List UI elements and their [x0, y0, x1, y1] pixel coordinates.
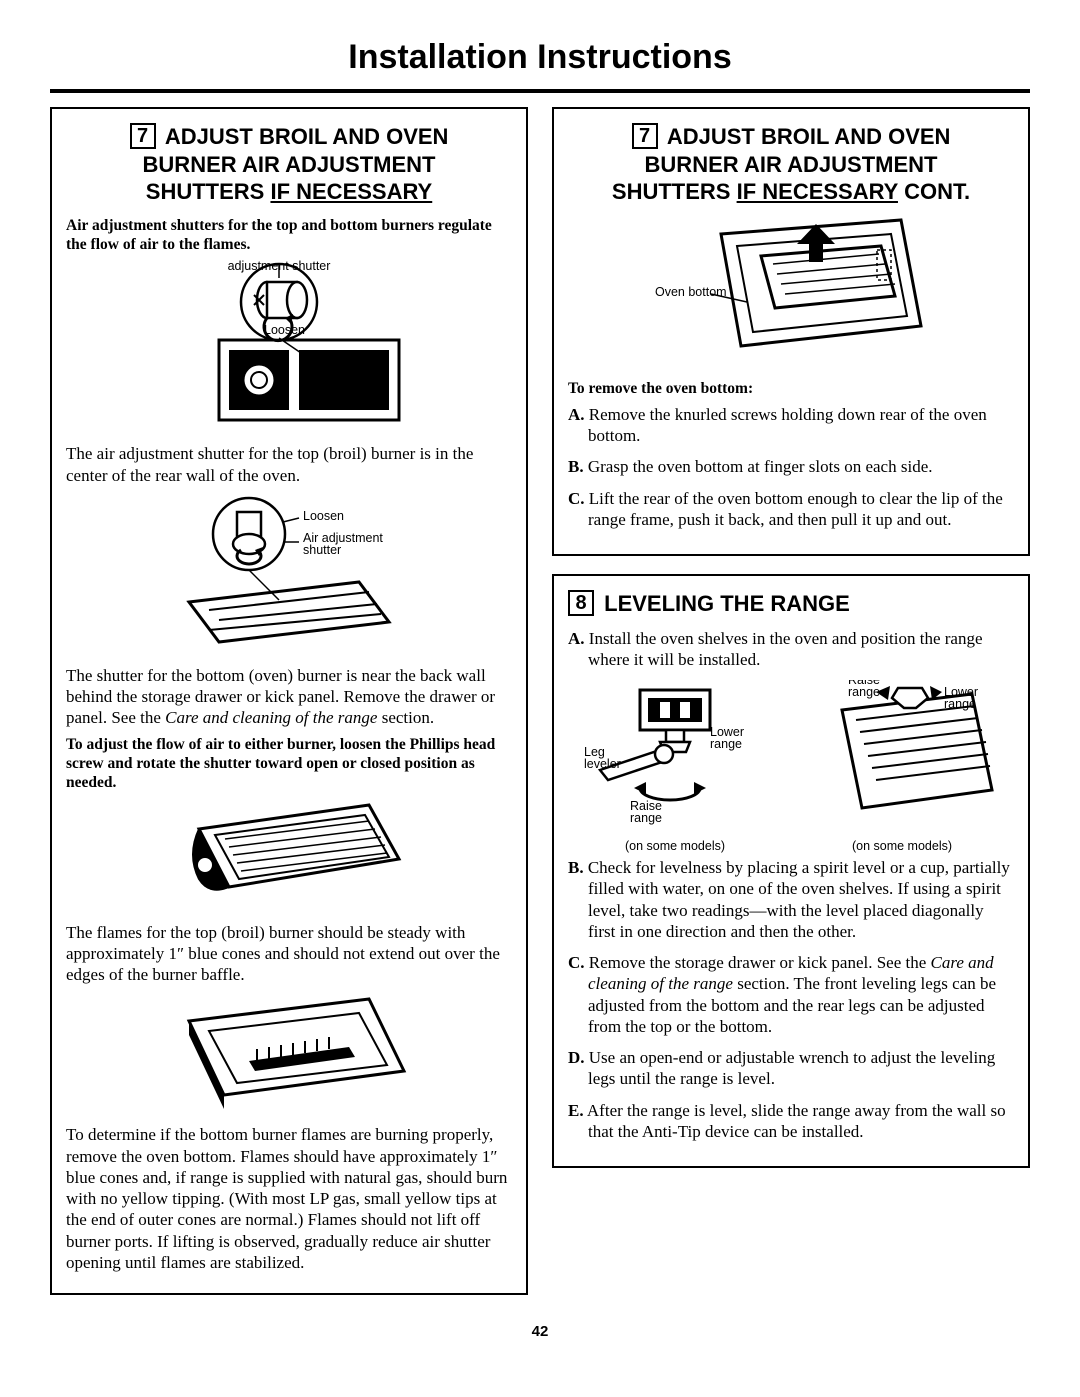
sec7c-h-line3c: CONT.: [898, 179, 970, 204]
sec7-h-line1: ADJUST BROIL AND OVEN: [165, 124, 449, 149]
section-8-box: 8 LEVELING THE RANGE A. Install the oven…: [552, 574, 1030, 1168]
sec7-p3: To adjust the flow of air to either burn…: [66, 735, 512, 793]
sec8-list-top: A. Install the oven shelves in the oven …: [568, 628, 1014, 671]
sec8-item-d: D. Use an open-end or adjustable wrench …: [568, 1047, 1014, 1090]
figL-leveler: leveler: [584, 757, 621, 771]
sec7c-h-line2: BURNER AIR ADJUSTMENT: [645, 152, 938, 177]
fig2-label-shutter: shutter: [303, 543, 341, 557]
sec7-figure-4: [66, 991, 512, 1116]
figL-note: (on some models): [580, 839, 770, 853]
svg-text:Air adjustment s: Air adjustment shutter: [228, 260, 331, 273]
sec8-fig-left: Leg leveler Raise range Lower range: [580, 680, 770, 853]
section-7-box: 7 ADJUST BROIL AND OVEN BURNER AIR ADJUS…: [50, 107, 528, 1295]
leg-leveler-rear-illustration: Raise range Lower range: [802, 680, 1002, 830]
sec8-item-b: B. Check for levelness by placing a spir…: [568, 857, 1014, 942]
sec8-c-a: Remove the storage drawer or kick panel.…: [589, 953, 931, 972]
sec7-p2b: Care and cleaning of the range: [165, 708, 377, 727]
sec7c-h-line3a: SHUTTERS: [612, 179, 737, 204]
sec7-figure-2: Loosen Air adjustment shutter: [66, 492, 512, 657]
oven-bottom-removal-illustration: Oven bottom: [651, 216, 931, 366]
sec7-p2c: section.: [377, 708, 434, 727]
sec8-e-text: After the range is level, slide the rang…: [587, 1101, 1006, 1141]
sec7-p2: The shutter for the bottom (oven) burner…: [66, 665, 512, 729]
sec7c-h-line3b: IF NECESSARY: [737, 179, 898, 204]
step-number-7b: 7: [632, 123, 658, 149]
sec7cont-fig-label: Oven bottom: [655, 285, 727, 299]
page-number: 42: [50, 1323, 1030, 1340]
section-7-heading: 7 ADJUST BROIL AND OVEN BURNER AIR ADJUS…: [66, 123, 512, 206]
fig1-label-loosen: Loosen: [264, 323, 305, 337]
leg-leveler-front-illustration: Leg leveler Raise range Lower range: [580, 680, 770, 830]
page: Installation Instructions 7 ADJUST BROIL…: [0, 0, 1080, 1360]
sec8-d-text: Use an open-end or adjustable wrench to …: [588, 1048, 995, 1088]
sec8-h: LEVELING THE RANGE: [604, 591, 850, 616]
oven-bottom-flame-illustration: [169, 991, 409, 1111]
svg-text:Lower range: Lower range: [710, 725, 748, 751]
sec7-h-line3b: IF NECESSARY: [270, 179, 432, 204]
sec8-item-e: E. After the range is level, slide the r…: [568, 1100, 1014, 1143]
sec7-figure-3: [66, 799, 512, 914]
right-column: 7 ADJUST BROIL AND OVEN BURNER AIR ADJUS…: [552, 107, 1030, 1313]
sec7-p4: The flames for the top (broil) burner sh…: [66, 922, 512, 986]
sec8-dual-figures: Leg leveler Raise range Lower range: [568, 680, 1014, 853]
figR-note: (on some models): [802, 839, 1002, 853]
sec8-list-bottom: B. Check for levelness by placing a spir…: [568, 857, 1014, 1142]
two-column-layout: 7 ADJUST BROIL AND OVEN BURNER AIR ADJUS…: [50, 107, 1030, 1313]
fig1-label-shutter: adjustment shutter: [228, 260, 331, 273]
broil-flame-illustration: [169, 799, 409, 909]
sec7cont-b-text: Grasp the oven bottom at finger slots on…: [588, 457, 933, 476]
sec8-fig-right: Raise range Lower range (on some models): [802, 680, 1002, 853]
step-number-8: 8: [568, 590, 594, 616]
section-7-cont-box: 7 ADJUST BROIL AND OVEN BURNER AIR ADJUS…: [552, 107, 1030, 556]
sec7cont-figure: Oven bottom: [568, 216, 1014, 371]
sec7-p5: To determine if the bottom burner flames…: [66, 1124, 512, 1273]
sec8-item-a: A. Install the oven shelves in the oven …: [568, 628, 1014, 671]
sec7cont-list: A. Remove the knurled screws holding dow…: [568, 404, 1014, 530]
section-7cont-heading: 7 ADJUST BROIL AND OVEN BURNER AIR ADJUS…: [568, 123, 1014, 206]
sec7-p1: The air adjustment shutter for the top (…: [66, 443, 512, 486]
sec7c-h-line1: ADJUST BROIL AND OVEN: [667, 124, 951, 149]
sec7cont-item-c: C. Lift the rear of the oven bottom enou…: [568, 488, 1014, 531]
sec8-a-text: Install the oven shelves in the oven and…: [588, 629, 983, 669]
sec7cont-c-text: Lift the rear of the oven bottom enough …: [588, 489, 1003, 529]
svg-text:Air adjustment s: Air adjustment shutter: [303, 531, 386, 557]
figL-lower2: range: [710, 737, 742, 751]
fig2-label-loosen: Loosen: [303, 509, 344, 523]
sec7-h-line3a: SHUTTERS: [146, 179, 271, 204]
figR-range: range: [848, 685, 880, 699]
figL-range: range: [630, 811, 662, 825]
sec7cont-sub: To remove the oven bottom:: [568, 379, 1014, 398]
section-8-heading: 8 LEVELING THE RANGE: [568, 590, 1014, 618]
svg-text:Raise range: Raise range: [630, 799, 665, 825]
sec7cont-a-text: Remove the knurled screws holding down r…: [588, 405, 987, 445]
sec7-intro: Air adjustment shutters for the top and …: [66, 216, 512, 255]
sec7-figure-1: Air adjustment shutter Loosen: [66, 260, 512, 435]
sec8-item-c: C. Remove the storage drawer or kick pan…: [568, 952, 1014, 1037]
sec7cont-item-a: A. Remove the knurled screws holding dow…: [568, 404, 1014, 447]
sec7-h-line2: BURNER AIR ADJUSTMENT: [143, 152, 436, 177]
svg-text:Leg leveler: Leg leveler: [584, 745, 621, 771]
left-column: 7 ADJUST BROIL AND OVEN BURNER AIR ADJUS…: [50, 107, 528, 1313]
step-number-7: 7: [130, 123, 156, 149]
air-shutter-top-illustration: Air adjustment shutter Loosen: [159, 260, 419, 430]
sec7cont-item-b: B. Grasp the oven bottom at finger slots…: [568, 456, 1014, 477]
svg-text:Lower range: Lower range: [944, 685, 982, 711]
svg-text:Raise range: Raise range: [848, 680, 883, 699]
figR-lower2: range: [944, 697, 976, 711]
page-title: Installation Instructions: [50, 38, 1030, 93]
sec8-b-text: Check for levelness by placing a spirit …: [588, 858, 1010, 941]
air-shutter-bottom-illustration: Loosen Air adjustment shutter: [159, 492, 419, 652]
